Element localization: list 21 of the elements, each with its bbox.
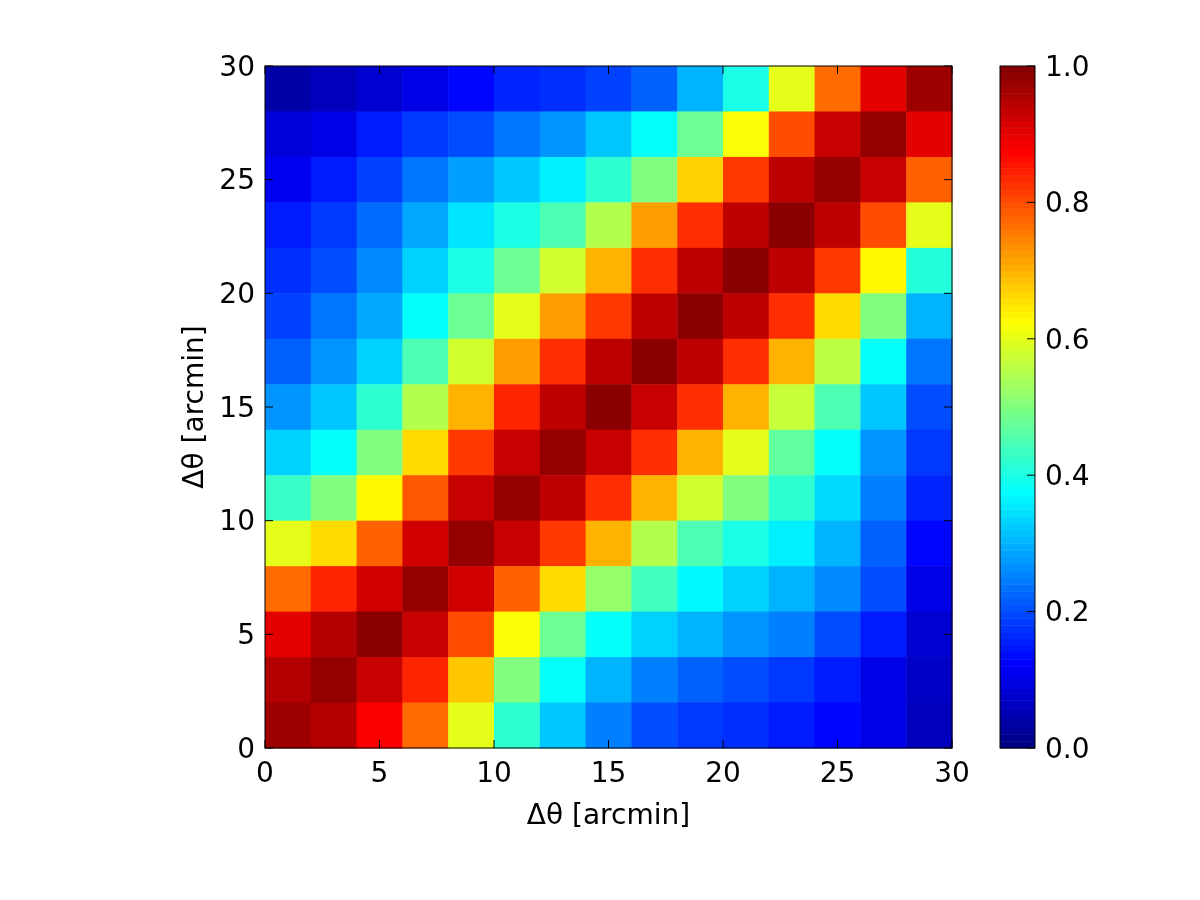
color-bar-label: 1.0 xyxy=(1045,49,1090,83)
x-tick-label: 5 xyxy=(370,756,389,789)
x-tick-label: 15 xyxy=(590,756,627,789)
color-bar-label: 0.0 xyxy=(1045,731,1090,765)
y-tick-label: 15 xyxy=(219,390,255,424)
color-bar-label: 0.4 xyxy=(1045,459,1090,492)
y-tick-label: 0 xyxy=(237,731,255,765)
y-tick-label: 30 xyxy=(219,49,255,83)
x-tick-label: 30 xyxy=(934,756,970,789)
color-bar-label: 0.6 xyxy=(1045,322,1090,356)
y-tick-label: 20 xyxy=(219,277,255,311)
x-tick-label: 20 xyxy=(705,756,741,789)
x-tick-label: 10 xyxy=(476,756,512,789)
y-axis-title: Δθ [arcmin] xyxy=(177,325,210,489)
y-tick-label: 25 xyxy=(219,163,255,197)
color-bar-label: 0.8 xyxy=(1045,186,1090,220)
y-tick-label: 10 xyxy=(219,504,255,538)
color-bar-label: 0.2 xyxy=(1045,595,1090,629)
y-tick-label: 5 xyxy=(237,618,255,652)
x-tick-label: 25 xyxy=(819,756,856,789)
x-axis-title: Δθ [arcmin] xyxy=(526,798,691,831)
